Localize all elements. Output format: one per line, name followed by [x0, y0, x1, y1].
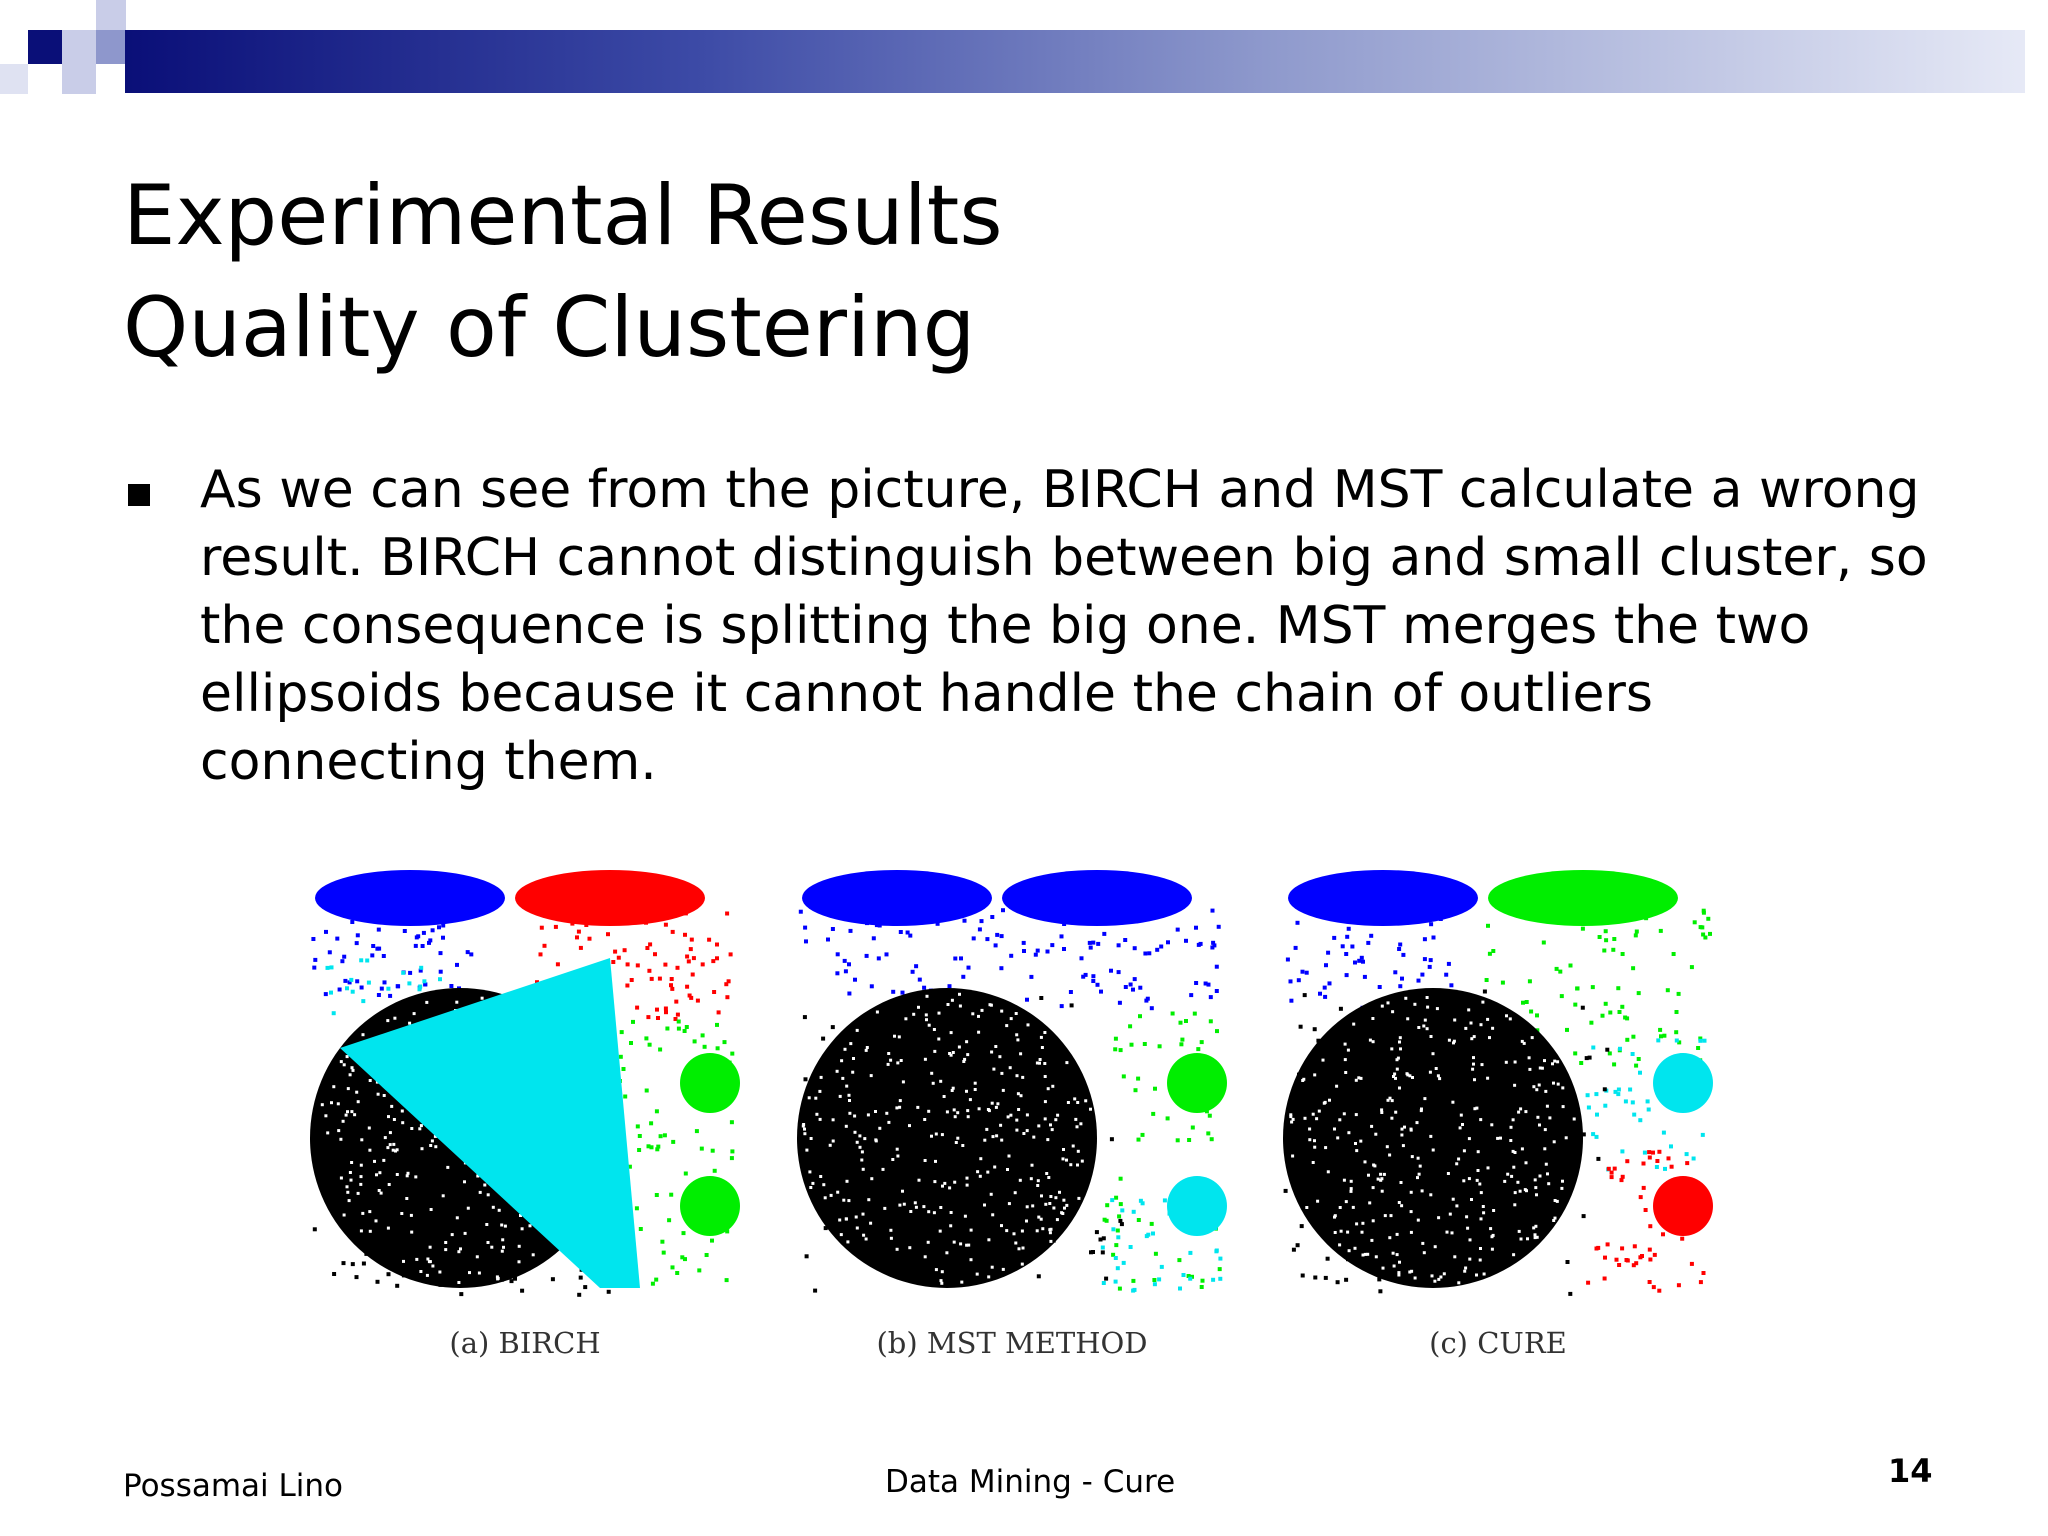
corner-square-dark [28, 30, 62, 64]
bullet-text: As we can see from the picture, BIRCH an… [200, 460, 1928, 792]
ellipsoid-right-blue [1002, 870, 1192, 926]
big-cluster-black [797, 988, 1097, 1288]
caption-birch: (a) BIRCH [449, 1326, 601, 1360]
corner-square-light-3 [62, 64, 96, 94]
page-number: 14 [1888, 1452, 1933, 1490]
bullet-square-icon [128, 484, 150, 506]
slide-title: Experimental Results Quality of Clusteri… [123, 160, 1003, 384]
small-cluster-top-green [680, 1053, 740, 1113]
corner-square-light-2 [96, 0, 126, 30]
small-cluster-bottom-green [680, 1176, 740, 1236]
big-cluster-black-speckles [1289, 996, 1576, 1285]
clustering-figure: (a) BIRCH (b) MST METHOD (c) CURE [300, 868, 1760, 1388]
noise-green [1102, 1011, 1222, 1291]
ellipsoid-left-blue [802, 870, 992, 926]
footer-course: Data Mining - Cure [885, 1464, 1176, 1500]
ellipsoid-left-blue [1288, 870, 1478, 926]
title-gradient-band [125, 30, 2025, 93]
title-line-1: Experimental Results [123, 167, 1003, 264]
small-cluster-top-cyan [1653, 1053, 1713, 1113]
ellipsoid-left-blue [315, 870, 505, 926]
caption-cure: (c) CURE [1429, 1326, 1567, 1360]
big-cluster-cyan-split [340, 958, 640, 1288]
corner-square-light-4 [0, 64, 28, 94]
birch-scatter-panel [310, 870, 740, 1297]
mst-scatter-panel [797, 870, 1227, 1293]
small-cluster-bottom-cyan [1167, 1176, 1227, 1236]
big-cluster-black [1283, 988, 1583, 1288]
corner-square-light-1 [62, 30, 96, 64]
cure-scatter-panel [1283, 870, 1713, 1296]
caption-mst: (b) MST METHOD [876, 1326, 1148, 1360]
noise-green [1484, 908, 1712, 1071]
corner-square-mid [96, 30, 126, 64]
small-cluster-top-green [1167, 1053, 1227, 1113]
big-cluster-black-speckles [801, 992, 1092, 1285]
footer-author: Possamai Lino [123, 1468, 344, 1504]
small-cluster-bottom-red [1653, 1176, 1713, 1236]
title-line-2: Quality of Clustering [123, 279, 976, 376]
ellipsoid-right-green [1488, 870, 1678, 926]
ellipsoid-right-red [515, 870, 705, 926]
